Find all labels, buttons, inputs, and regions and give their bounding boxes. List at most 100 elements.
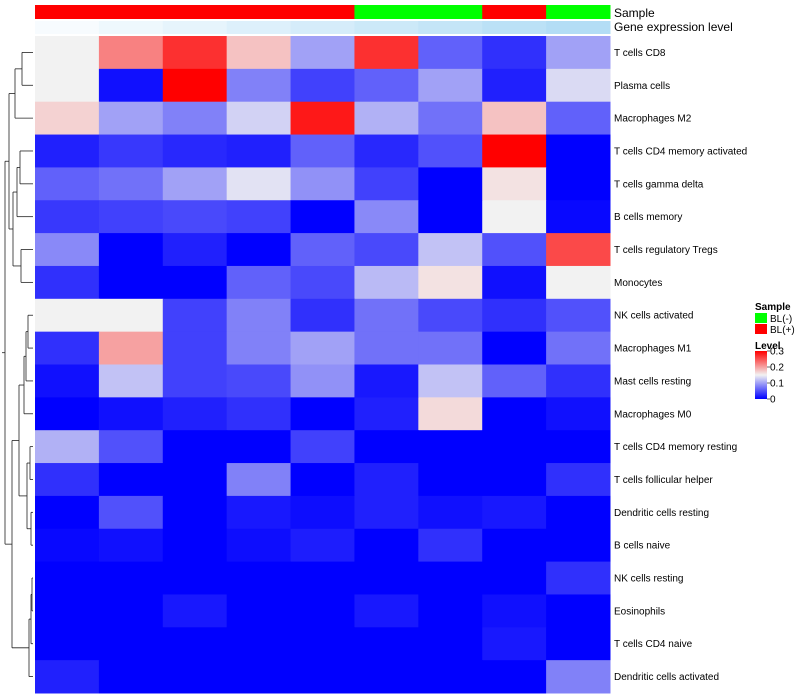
- legend: Sample BL(-)BL(+) Level 0.3 0.2 0.1 0: [755, 302, 795, 406]
- annotation-cell-expression: [482, 21, 547, 34]
- heatmap-cell: [226, 660, 292, 694]
- heatmap-cell: [98, 660, 164, 694]
- legend-swatch: [755, 324, 767, 334]
- heatmap-cell: [162, 495, 228, 530]
- legend-level-title: Level: [755, 341, 781, 352]
- heatmap-cell: [546, 36, 611, 70]
- heatmap-cell: [162, 200, 228, 234]
- heatmap-cell: [162, 233, 228, 267]
- heatmap-cell: [354, 561, 419, 595]
- annotation-cell-sample: [482, 5, 547, 19]
- heatmap-cell: [290, 298, 355, 333]
- annotation-cell-sample: [354, 5, 419, 19]
- heatmap-cell: [418, 298, 483, 333]
- heatmap-cell: [226, 36, 292, 70]
- row-label: T cells CD8: [614, 48, 666, 59]
- heatmap-cell: [354, 430, 419, 464]
- heatmap-cell: [98, 167, 164, 201]
- heatmap-cell: [226, 331, 292, 365]
- legend-level-ticks: 0.3 0.2 0.1 0: [767, 347, 784, 406]
- heatmap-cell: [482, 594, 547, 628]
- heatmap-cell: [354, 298, 419, 333]
- heatmap-cell: [354, 495, 419, 530]
- heatmap-cell: [418, 430, 483, 464]
- row-label: NK cells resting: [614, 574, 683, 585]
- row-label: Mast cells resting: [614, 376, 691, 387]
- annotation-cell-expression: [35, 21, 100, 34]
- heatmap-cell: [226, 397, 292, 431]
- annotation-cell-sample: [418, 5, 483, 19]
- heatmap-cell: [418, 594, 483, 628]
- heatmap-cell: [35, 364, 100, 398]
- heatmap-cell: [290, 660, 355, 694]
- heatmap-cell: [354, 167, 419, 201]
- heatmap-cell: [98, 528, 164, 563]
- annotation-cell-expression: [418, 21, 483, 34]
- heatmap-cell: [290, 627, 355, 661]
- heatmap-cell: [35, 134, 100, 168]
- heatmap-cell: [354, 397, 419, 431]
- heatmap-cell: [482, 463, 547, 497]
- legend-sample-title: Sample: [755, 302, 791, 313]
- heatmap-cell: [546, 233, 611, 267]
- heatmap-cell: [418, 397, 483, 431]
- legend-tick-label: 0.1: [770, 379, 784, 390]
- heatmap-cell: [482, 528, 547, 563]
- heatmap-cell: [226, 101, 292, 136]
- heatmap-cell: [98, 298, 164, 333]
- heatmap-cell: [98, 36, 164, 70]
- heatmap-cell: [162, 660, 228, 694]
- heatmap-cell: [98, 561, 164, 595]
- row-label: B cells memory: [614, 212, 682, 223]
- heatmap-cell: [546, 528, 611, 563]
- row-label: B cells naive: [614, 541, 671, 552]
- heatmap-cell: [35, 463, 100, 497]
- heatmap-cell: [290, 594, 355, 628]
- heatmap-cell: [226, 528, 292, 563]
- heatmap-cell: [290, 495, 355, 530]
- heatmap-cell: [226, 68, 292, 103]
- heatmap-cell: [226, 265, 292, 300]
- heatmap-cell: [354, 36, 419, 70]
- heatmap-cell: [226, 561, 292, 595]
- heatmap-cell: [418, 660, 483, 694]
- heatmap-cell: [290, 68, 355, 103]
- annotation-cell-sample: [98, 5, 164, 19]
- row-dendrogram: [2, 52, 33, 677]
- heatmap-cell: [482, 265, 547, 300]
- heatmap-cell: [162, 331, 228, 365]
- row-label: T cells follicular helper: [614, 475, 713, 486]
- legend-tick-label: 0.2: [770, 363, 784, 374]
- heatmap-cell: [290, 200, 355, 234]
- heatmap-cell: [35, 167, 100, 201]
- annotation-cell-sample: [162, 5, 228, 19]
- heatmap-cell: [98, 134, 164, 168]
- legend-sample-items: BL(-)BL(+): [755, 313, 795, 336]
- heatmap-cell: [290, 561, 355, 595]
- heatmap-cell: [482, 430, 547, 464]
- heatmap-cell: [162, 167, 228, 201]
- heatmap-cell: [482, 627, 547, 661]
- heatmap-cell: [162, 463, 228, 497]
- heatmap-cell: [35, 495, 100, 530]
- heatmap-cell: [98, 233, 164, 267]
- heatmap-cell: [546, 265, 611, 300]
- heatmap-cell: [354, 265, 419, 300]
- heatmap-cell: [418, 265, 483, 300]
- heatmap-cell: [35, 627, 100, 661]
- heatmap-cell: [482, 495, 547, 530]
- heatmap-cell: [546, 331, 611, 365]
- heatmap-cell: [162, 528, 228, 563]
- heatmap-cell: [418, 528, 483, 563]
- heatmap-cell: [482, 134, 547, 168]
- heatmap-cell: [482, 397, 547, 431]
- heatmap-cell: [98, 627, 164, 661]
- row-label: T cells CD4 memory activated: [614, 146, 747, 157]
- heatmap-cell: [226, 495, 292, 530]
- heatmap-cell: [418, 68, 483, 103]
- heatmap-cell: [290, 463, 355, 497]
- heatmap-cell: [162, 298, 228, 333]
- heatmap-cell: [290, 528, 355, 563]
- heatmap-cell: [418, 495, 483, 530]
